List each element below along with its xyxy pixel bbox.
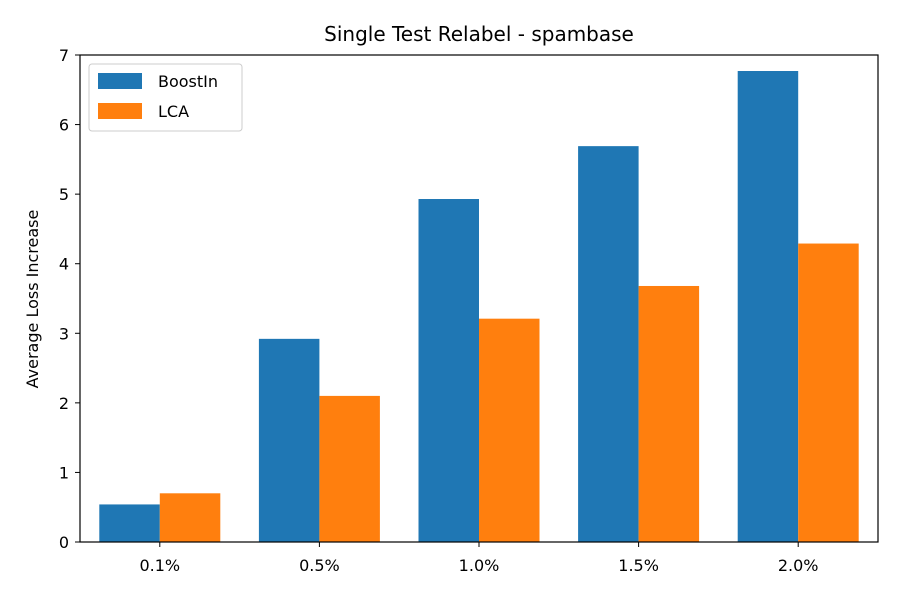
y-axis-label: Average Loss Increase bbox=[23, 210, 42, 389]
bar-lca-2 bbox=[479, 318, 540, 542]
y-tick-label: 4 bbox=[59, 255, 69, 274]
x-tick-label: 1.0% bbox=[459, 556, 500, 575]
bar-boostin-1 bbox=[258, 338, 320, 542]
x-tick-label: 1.5% bbox=[618, 556, 659, 575]
bar-boostin-3 bbox=[578, 146, 639, 542]
y-tick-label: 3 bbox=[59, 324, 69, 343]
bar-lca-4 bbox=[798, 243, 859, 543]
bar-lca-3 bbox=[638, 285, 700, 542]
y-ticks-group: 0 1 2 3 4 5 6 7 bbox=[59, 46, 80, 552]
chart-title: Single Test Relabel - spambase bbox=[324, 22, 634, 46]
x-tick-label: 0.1% bbox=[139, 556, 180, 575]
y-tick-label: 0 bbox=[59, 533, 69, 552]
legend-label-boostin: BoostIn bbox=[158, 72, 218, 91]
bar-boostin-0 bbox=[99, 504, 160, 542]
y-tick-label: 2 bbox=[59, 394, 69, 413]
bar-boostin-2 bbox=[418, 199, 479, 542]
legend-swatch-lca bbox=[98, 103, 142, 119]
bars-group bbox=[99, 71, 859, 543]
plot-frame bbox=[79, 54, 879, 543]
y-tick-label: 5 bbox=[59, 185, 69, 204]
y-tick-label: 1 bbox=[59, 463, 69, 482]
x-tick-label: 0.5% bbox=[299, 556, 340, 575]
y-tick-label: 6 bbox=[59, 116, 69, 135]
bar-boostin-4 bbox=[737, 71, 799, 542]
y-tick-label: 7 bbox=[59, 46, 69, 65]
legend-swatch-boostin bbox=[98, 73, 142, 89]
x-ticks-group: 0.1% 0.5% 1.0% 1.5% 2.0% bbox=[139, 542, 819, 575]
x-tick-label: 2.0% bbox=[778, 556, 819, 575]
legend-label-lca: LCA bbox=[158, 102, 189, 121]
bar-lca-1 bbox=[319, 395, 380, 542]
legend: BoostIn LCA bbox=[88, 63, 243, 132]
bar-lca-0 bbox=[159, 493, 221, 542]
